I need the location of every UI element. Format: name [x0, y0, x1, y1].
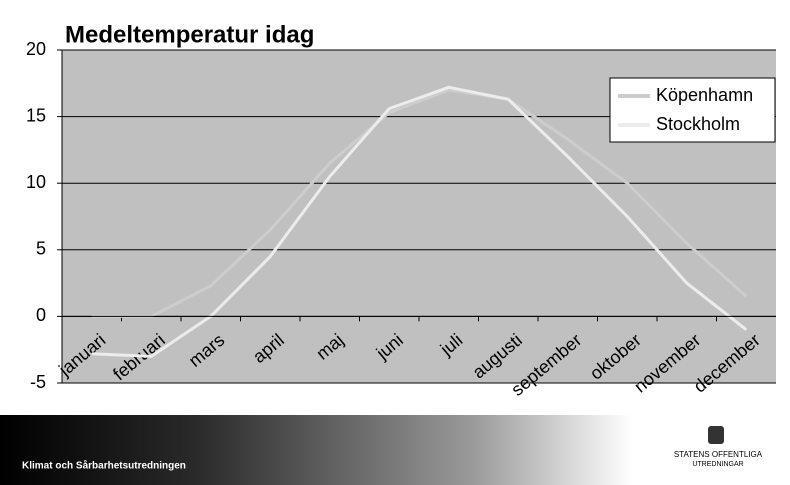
legend-box [609, 77, 776, 143]
y-tick-label: 20 [26, 39, 46, 59]
footer-text: Klimat och Sårbarhetsutredningen [22, 460, 186, 472]
legend-label: Stockholm [656, 114, 740, 134]
y-tick-label: -5 [30, 372, 46, 392]
logo-line: STATENS OFFENTLIGA [674, 450, 763, 459]
legend: Köpenhamn Stockholm [609, 77, 776, 143]
legend-label: Köpenhamn [656, 85, 753, 105]
line-series [91, 85, 748, 358]
y-tick-label: 15 [26, 105, 46, 125]
y-tick-label: 10 [26, 172, 46, 192]
logo: STATENS OFFENTLIGA UTREDNINGAR [674, 426, 763, 468]
y-tick-label: 5 [36, 239, 46, 259]
logo-emblem [708, 426, 724, 444]
y-tick-label: 0 [36, 305, 46, 325]
line-series [91, 88, 748, 318]
logo-line: UTREDNINGAR [692, 461, 743, 468]
footer-band [0, 415, 790, 485]
chart-title: Medeltemperatur idag [65, 21, 314, 48]
